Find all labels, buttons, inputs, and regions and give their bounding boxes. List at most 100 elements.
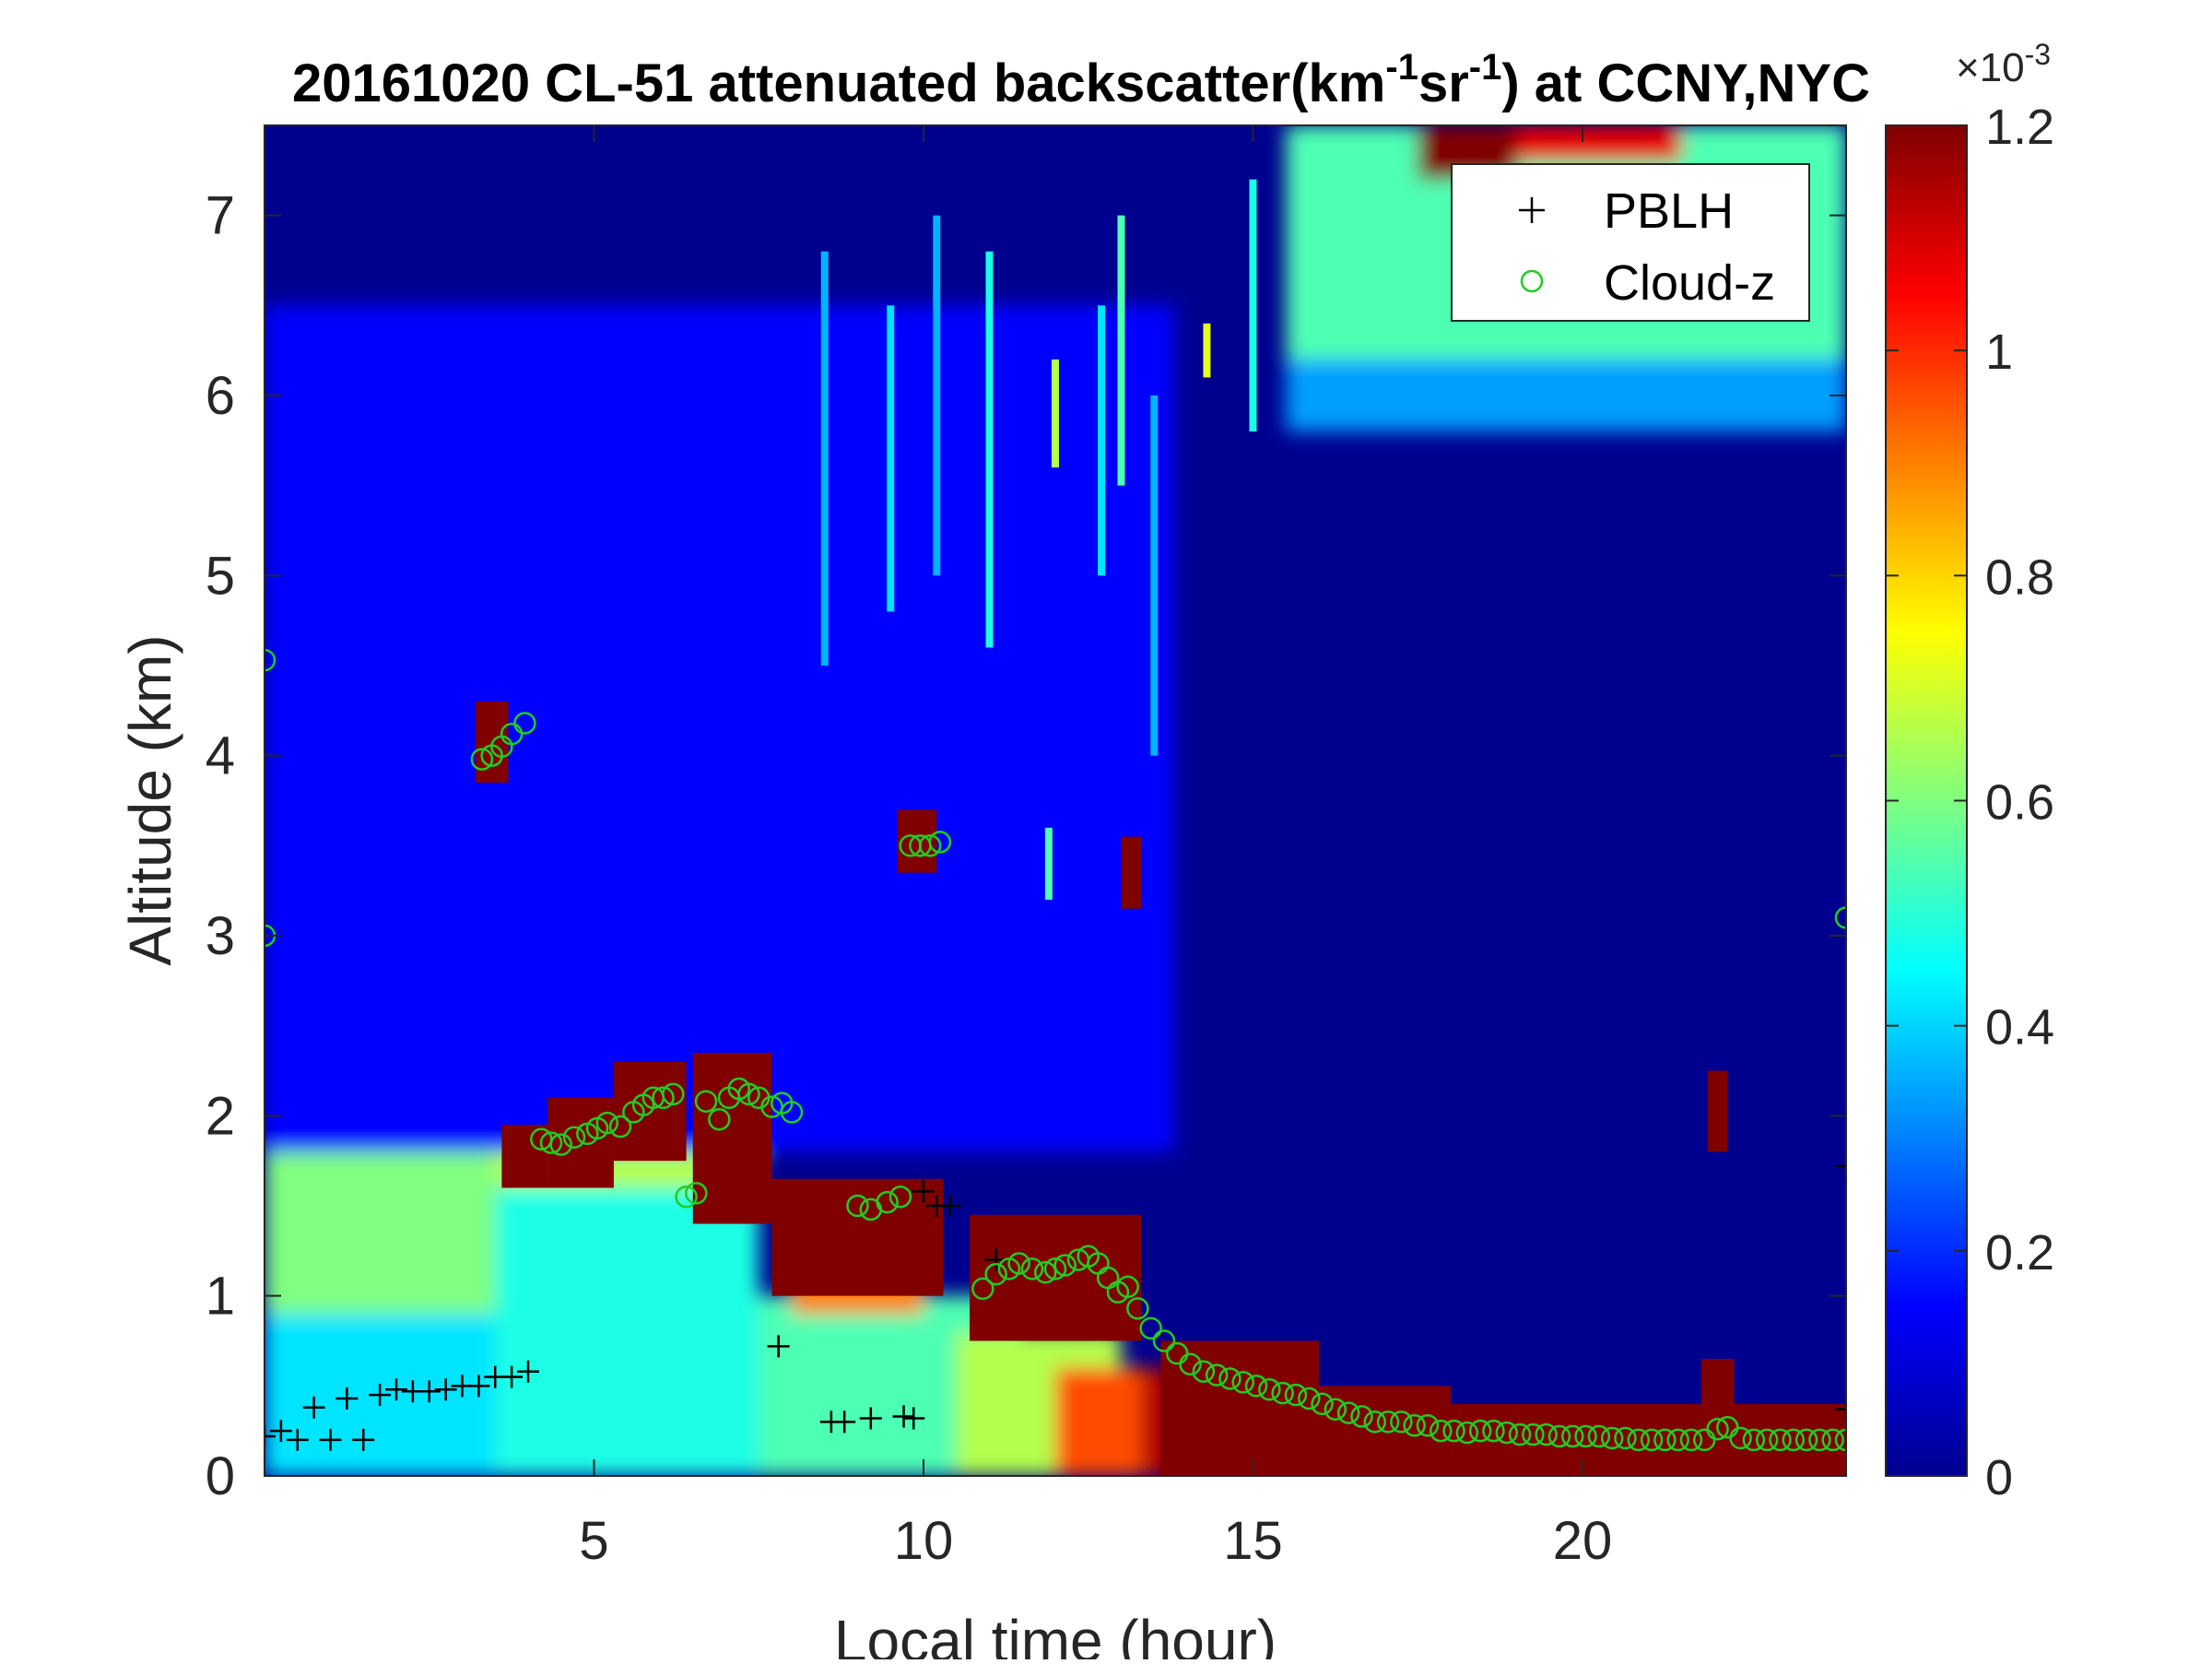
- cloudz-point: [1742, 1428, 1766, 1452]
- cloudz-point: [1363, 1410, 1387, 1434]
- backscatter-region: [1055, 1367, 1141, 1476]
- y-tick-label: 5: [206, 546, 235, 606]
- pblh-point: [912, 1180, 935, 1203]
- pblh-point: [938, 1195, 961, 1217]
- cloudz-point: [1834, 906, 1846, 929]
- cloudz-point: [662, 1082, 685, 1106]
- cloudz-point: [1522, 1422, 1545, 1446]
- x-axis-label: Local time (hour): [834, 1608, 1277, 1659]
- backscatter-region: [1516, 125, 1682, 162]
- cloudz-point: [1311, 1392, 1334, 1416]
- cloudz-point: [1729, 1426, 1752, 1450]
- cloudz-point: [1547, 1424, 1571, 1448]
- cloudz-point: [1442, 1419, 1465, 1443]
- cloudz-point: [1640, 1428, 1664, 1452]
- cloudz-point: [685, 1182, 708, 1205]
- cloudz-point: [876, 1190, 899, 1214]
- pblh-point: [767, 1335, 790, 1358]
- cloudz-point: [1139, 1316, 1162, 1340]
- aerosol-streak-layer: [820, 179, 1257, 900]
- cloud-cell: [1707, 1070, 1728, 1152]
- cloudz-point: [737, 1082, 760, 1106]
- title-suffix: ) at CCNY,NYC: [1501, 53, 1870, 113]
- plot-frame: [264, 124, 1847, 1477]
- aerosol-streak: [820, 251, 829, 666]
- cloudz-point: [1455, 1421, 1479, 1445]
- colorbar-tick-label: 0.8: [1985, 549, 2054, 605]
- aerosol-streak: [887, 305, 895, 612]
- y-tick-label: 7: [206, 186, 235, 246]
- colorbar-gradient: [1885, 124, 1968, 1477]
- plot-area: [265, 125, 1846, 1476]
- cloudz-point: [1495, 1421, 1519, 1445]
- cloudz-point: [971, 1277, 994, 1301]
- cloudz-point: [562, 1126, 586, 1150]
- pblh-point: [286, 1428, 309, 1451]
- cloudz-point: [1627, 1428, 1651, 1452]
- pblh-point: [369, 1384, 392, 1407]
- cloudz-point: [1666, 1428, 1689, 1452]
- colorbar-tick-label: 0.6: [1985, 775, 2054, 831]
- cloudz-point: [1152, 1329, 1176, 1352]
- backscatter-region: [1286, 359, 1846, 432]
- aerosol-streak: [1150, 395, 1159, 756]
- x-axis: 5 10 15 20: [579, 125, 1612, 1571]
- title-superscript-1: -1: [1385, 47, 1418, 88]
- colorbar-ticks: 0 0.2 0.4 0.6 0.8 1 1.2: [1886, 100, 2054, 1505]
- cloudz-point: [708, 1107, 731, 1131]
- cloudz-point: [1258, 1377, 1281, 1401]
- x-tick-label: 10: [894, 1511, 954, 1571]
- aerosol-streak: [1098, 305, 1106, 576]
- cloudz-point: [1679, 1428, 1703, 1452]
- cloudz-point: [1218, 1367, 1241, 1390]
- cloudz-point: [1205, 1363, 1229, 1387]
- cloudz-point: [1769, 1428, 1792, 1452]
- cloudz-point: [928, 831, 952, 854]
- cloud-cell-layer: [475, 702, 1846, 1476]
- pblh-point: [902, 1407, 925, 1430]
- cloudz-point: [1614, 1426, 1637, 1450]
- pblh-point: [434, 1378, 457, 1401]
- legend-pblh-label: PBLH: [1604, 183, 1734, 239]
- cloudz-point: [1179, 1352, 1202, 1376]
- cloudz-point: [888, 1185, 912, 1209]
- cloudz-point: [1350, 1405, 1373, 1428]
- cloudz-point: [1561, 1424, 1584, 1448]
- pblh-point: [1835, 1155, 1846, 1178]
- cloudz-point: [539, 1131, 563, 1154]
- cloudz-point: [1706, 1417, 1729, 1441]
- cloudz-point: [1284, 1383, 1308, 1407]
- cloudz-point: [918, 834, 942, 857]
- colorbar-exponent-base: ×10: [1956, 45, 2025, 90]
- legend-pblh-marker: [1519, 197, 1545, 223]
- cloudz-point: [1782, 1428, 1806, 1452]
- cloudz-point: [1231, 1371, 1255, 1394]
- cloudz-point: [1508, 1422, 1532, 1446]
- cloudz-point: [1324, 1398, 1347, 1421]
- cloudz-point: [1416, 1414, 1440, 1437]
- cloudz-point: [1653, 1428, 1677, 1452]
- cloudz-point: [1587, 1424, 1611, 1448]
- cloudz-point: [595, 1111, 619, 1135]
- colorbar-tick-label: 1: [1985, 325, 2013, 380]
- cloudz-point: [1834, 1428, 1846, 1452]
- aerosol-streak: [1203, 323, 1211, 378]
- cloud-cell: [1121, 836, 1141, 909]
- cloudz-point: [1821, 1428, 1844, 1452]
- aerosol-streak: [933, 215, 941, 576]
- cloudz-point: [1271, 1381, 1294, 1405]
- x-tick-label: 15: [1223, 1511, 1283, 1571]
- cloudz-point: [984, 1262, 1007, 1286]
- aerosol-streak: [1249, 179, 1257, 432]
- pblh-point: [269, 1420, 292, 1443]
- chart-title: 20161020 CL-51 attenuated backscatter(km…: [292, 47, 1870, 113]
- cloudz-point: [780, 1101, 804, 1124]
- cloudz-point: [1482, 1419, 1505, 1443]
- cloud-cell: [501, 1125, 548, 1188]
- cloudz-point: [1192, 1360, 1216, 1383]
- cloudz-point: [1007, 1252, 1030, 1275]
- cloudz-point: [1755, 1428, 1779, 1452]
- y-tick-label: 1: [206, 1267, 235, 1327]
- cloudz-point: [265, 648, 276, 672]
